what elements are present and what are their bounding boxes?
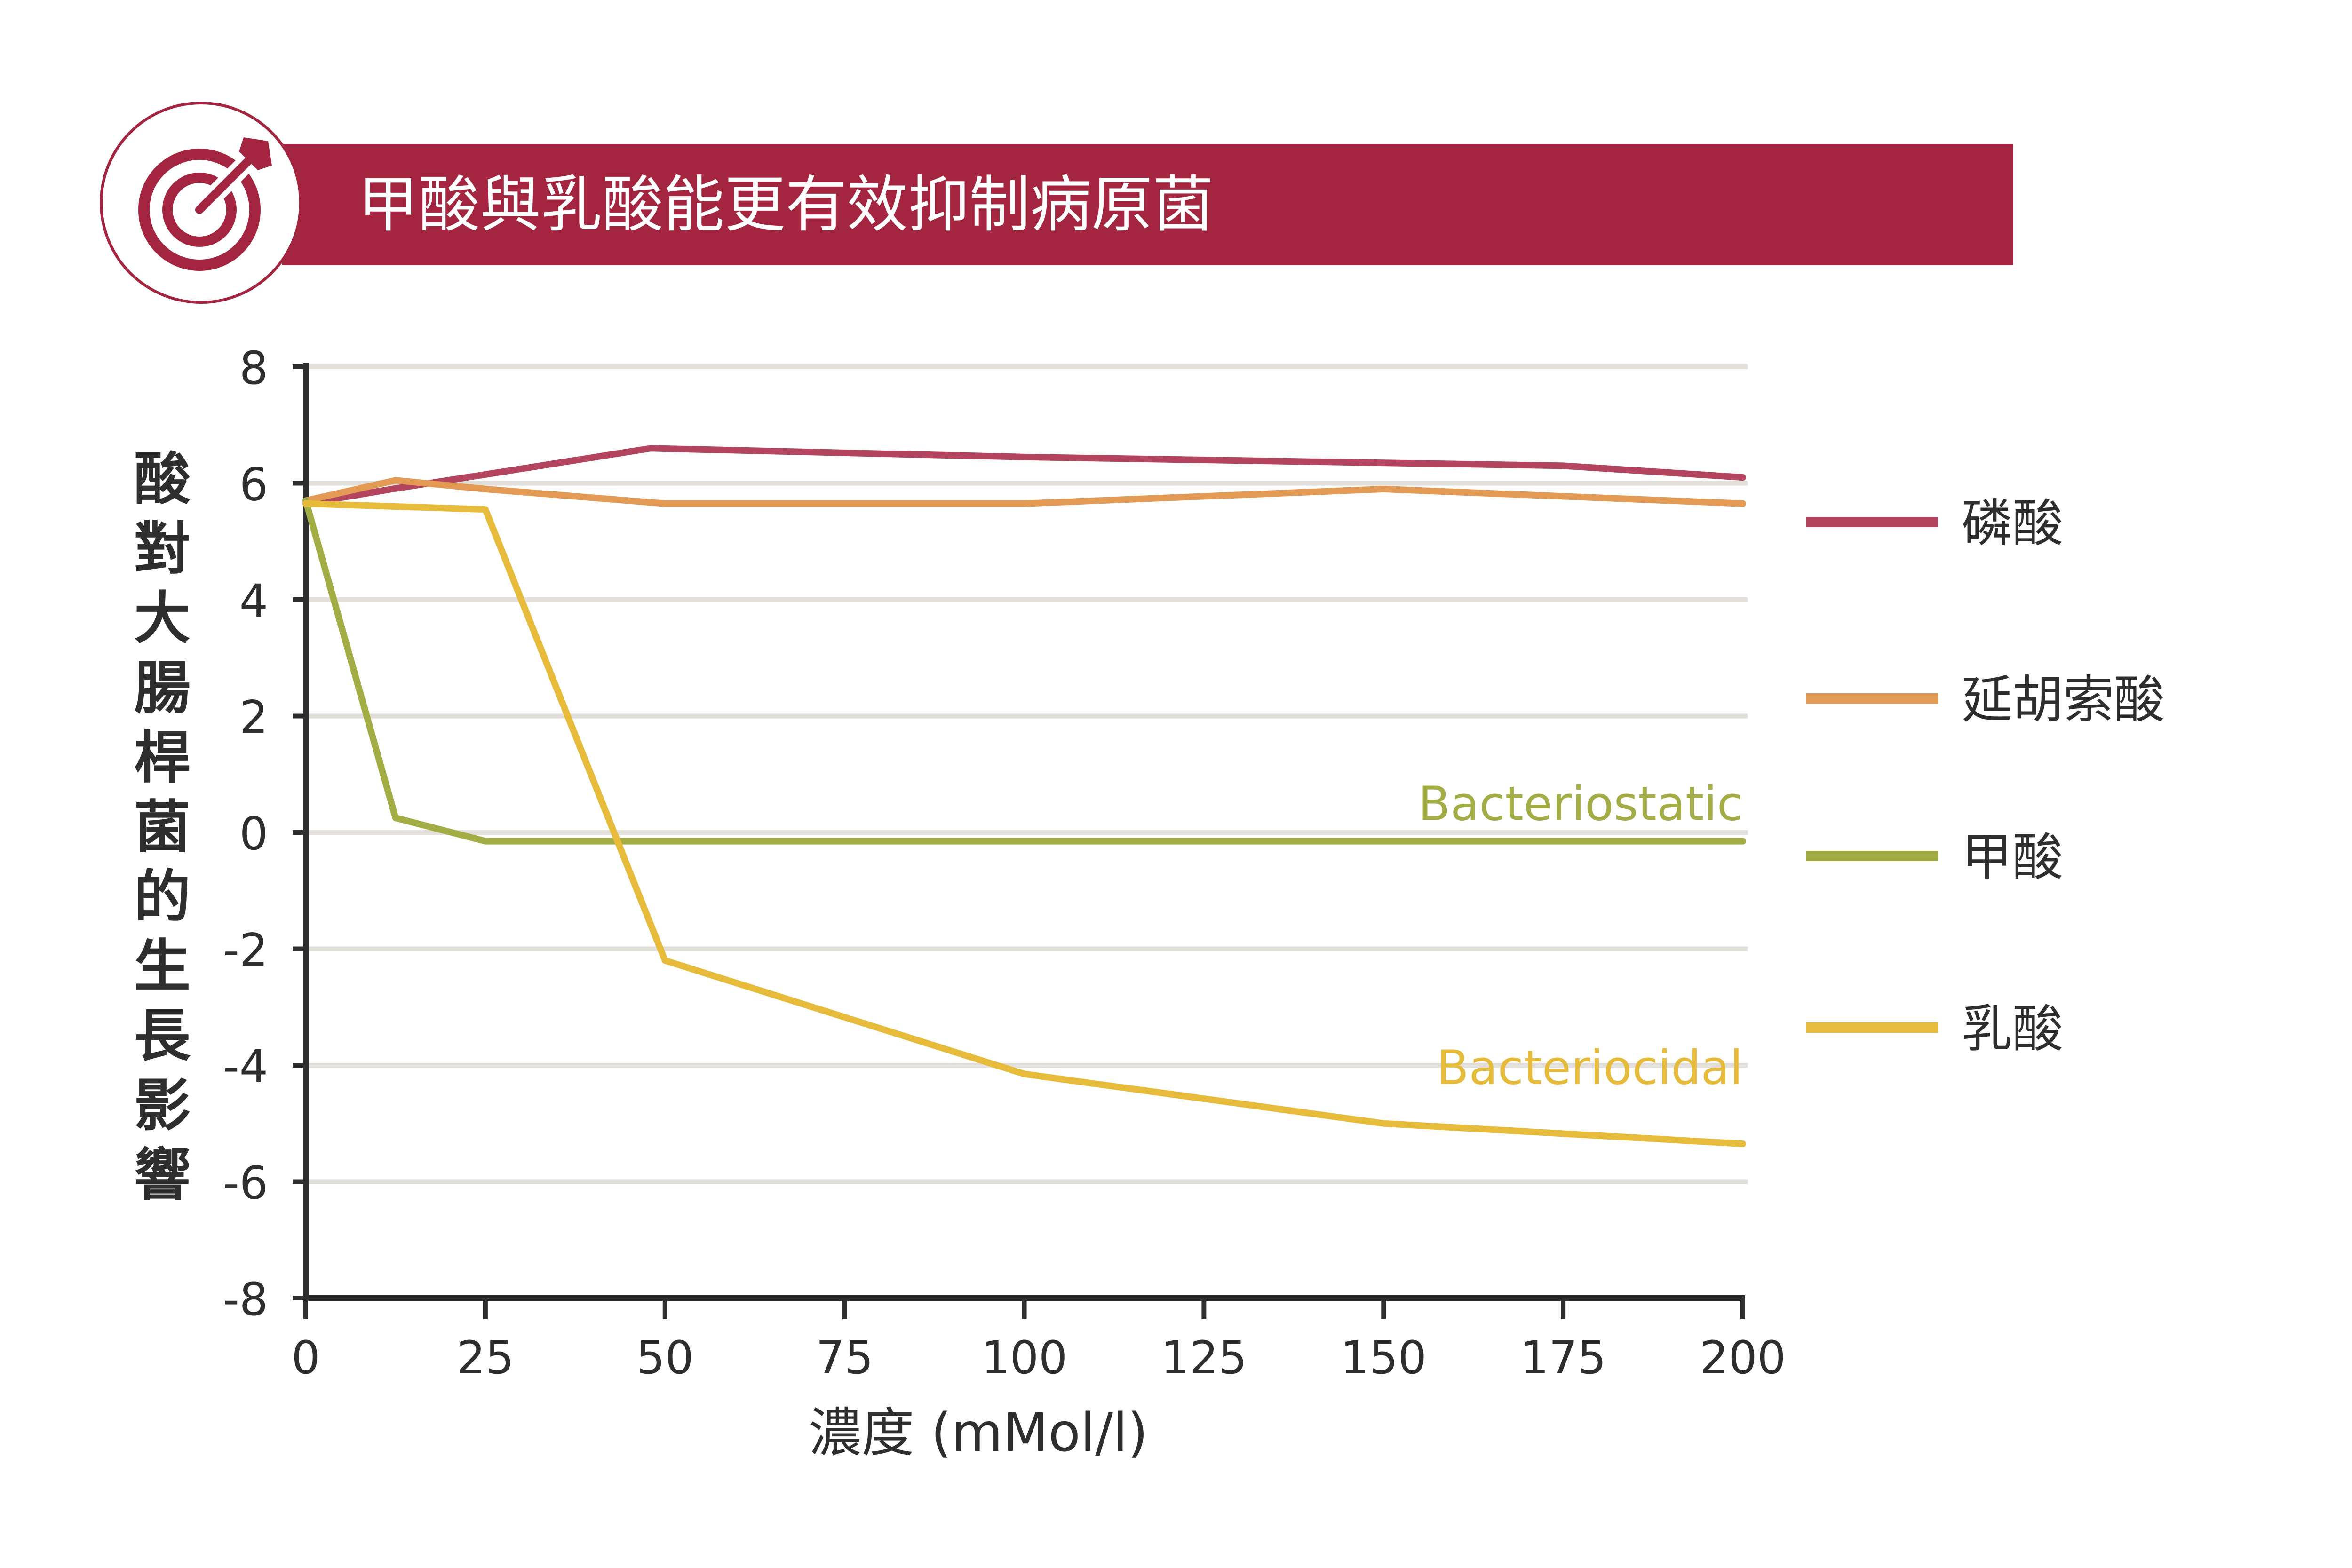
y-axis-label-char: 腸 <box>134 656 191 721</box>
y-tick-label: -2 <box>223 924 268 977</box>
series-lines <box>302 445 1746 1148</box>
legend-label: 磷酸 <box>1962 494 2063 553</box>
page-title: 甲酸與乳酸能更有效抑制病原菌 <box>358 169 1214 240</box>
series-line <box>302 477 1746 507</box>
x-tick-label: 75 <box>816 1331 874 1384</box>
y-tick-label: -8 <box>223 1273 268 1326</box>
gridlines <box>306 364 1748 1184</box>
y-tick-label: -4 <box>223 1040 268 1093</box>
y-axis-label-char: 菌 <box>134 795 191 860</box>
legend-label: 延胡索酸 <box>1962 671 2165 729</box>
badge <box>100 102 302 304</box>
y-axis-label-char: 桿 <box>134 725 191 791</box>
y-tick-label: 2 <box>239 691 268 744</box>
y-tick-label: 0 <box>239 808 268 860</box>
y-tick-label: 6 <box>239 459 268 511</box>
y-axis-label-char: 長 <box>134 1004 191 1069</box>
target-with-arrow-icon <box>133 135 274 276</box>
x-tick-label: 200 <box>1700 1331 1786 1384</box>
y-tick-label: -6 <box>223 1157 268 1210</box>
legend-label: 甲酸 <box>1962 828 2063 887</box>
series-line <box>302 500 1746 1148</box>
x-tick-label: 100 <box>981 1331 1067 1384</box>
y-axis-label-char: 酸 <box>134 447 191 512</box>
annotations: Bacteriostatic Bacteriocidal <box>1418 776 1743 1095</box>
x-tick-label: 150 <box>1341 1331 1427 1384</box>
y-tick-label: 4 <box>239 575 268 627</box>
annotation-label: Bacteriocidal <box>1437 1040 1743 1095</box>
series-line <box>302 497 1746 845</box>
y-tick-label: 8 <box>239 342 268 395</box>
y-axis-label-char: 對 <box>134 516 191 582</box>
x-axis-ticks: 0 25 50 75 100 125 150 175 200 <box>291 1298 1786 1384</box>
x-tick-label: 125 <box>1161 1331 1247 1384</box>
y-axis-label-char: 大 <box>134 586 191 651</box>
legend-label: 乳酸 <box>1962 1000 2063 1059</box>
y-axis-label-char: 生 <box>134 934 191 999</box>
title-banner <box>282 144 2013 265</box>
y-axis-label-char: 的 <box>134 864 191 930</box>
x-tick-label: 50 <box>636 1331 694 1384</box>
x-tick-label: 175 <box>1520 1331 1606 1384</box>
series-line <box>302 445 1746 507</box>
y-axis-label-char: 響 <box>134 1143 191 1208</box>
annotation-label: Bacteriostatic <box>1418 776 1743 832</box>
y-axis-label-char: 影 <box>134 1073 191 1139</box>
x-tick-label: 0 <box>291 1331 320 1384</box>
x-axis-label: 濃度 (mMol/l) <box>809 1402 1148 1464</box>
y-axis-ticks: 8 6 4 2 0 -2 -4 -6 -8 <box>223 342 306 1326</box>
x-tick-label: 25 <box>457 1331 514 1384</box>
